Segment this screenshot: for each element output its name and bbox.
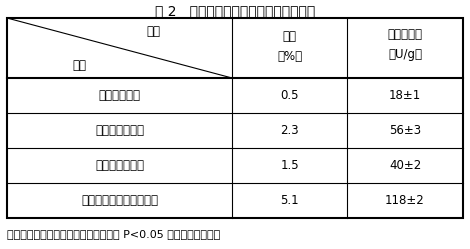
Text: 56±3: 56±3: [389, 124, 421, 137]
Text: 处理: 处理: [72, 59, 86, 71]
Text: （%）: （%）: [277, 50, 302, 62]
Text: 未加菌剂处理: 未加菌剂处理: [99, 89, 141, 102]
Bar: [7, 18, 463, 218]
Text: 40±2: 40±2: [389, 159, 421, 172]
Text: 本发明的农用微生物菌剂: 本发明的农用微生物菌剂: [81, 194, 158, 207]
Text: 1.5: 1.5: [280, 159, 299, 172]
Text: 项目: 项目: [146, 24, 160, 38]
Text: 0.5: 0.5: [280, 89, 299, 102]
Text: 注：该统计分析结果为各处理间数据在 P<0.05 水平上差异显著性: 注：该统计分析结果为各处理间数据在 P<0.05 水平上差异显著性: [7, 229, 220, 239]
Text: 2.3: 2.3: [280, 124, 299, 137]
Text: 5.1: 5.1: [280, 194, 299, 207]
Text: 表 2   农用微生物菌剂对秸秆腐熟的影响: 表 2 农用微生物菌剂对秸秆腐熟的影响: [155, 4, 315, 18]
Text: （U/g）: （U/g）: [388, 48, 422, 61]
Text: 118±2: 118±2: [385, 194, 425, 207]
Text: 哈茨木霉发酵物: 哈茨木霉发酵物: [95, 159, 144, 172]
Text: 18±1: 18±1: [389, 89, 421, 102]
Text: 纤维素酶活: 纤维素酶活: [387, 27, 423, 41]
Text: 失重: 失重: [282, 29, 297, 43]
Text: 市售秸秆腐熟剂: 市售秸秆腐熟剂: [95, 124, 144, 137]
